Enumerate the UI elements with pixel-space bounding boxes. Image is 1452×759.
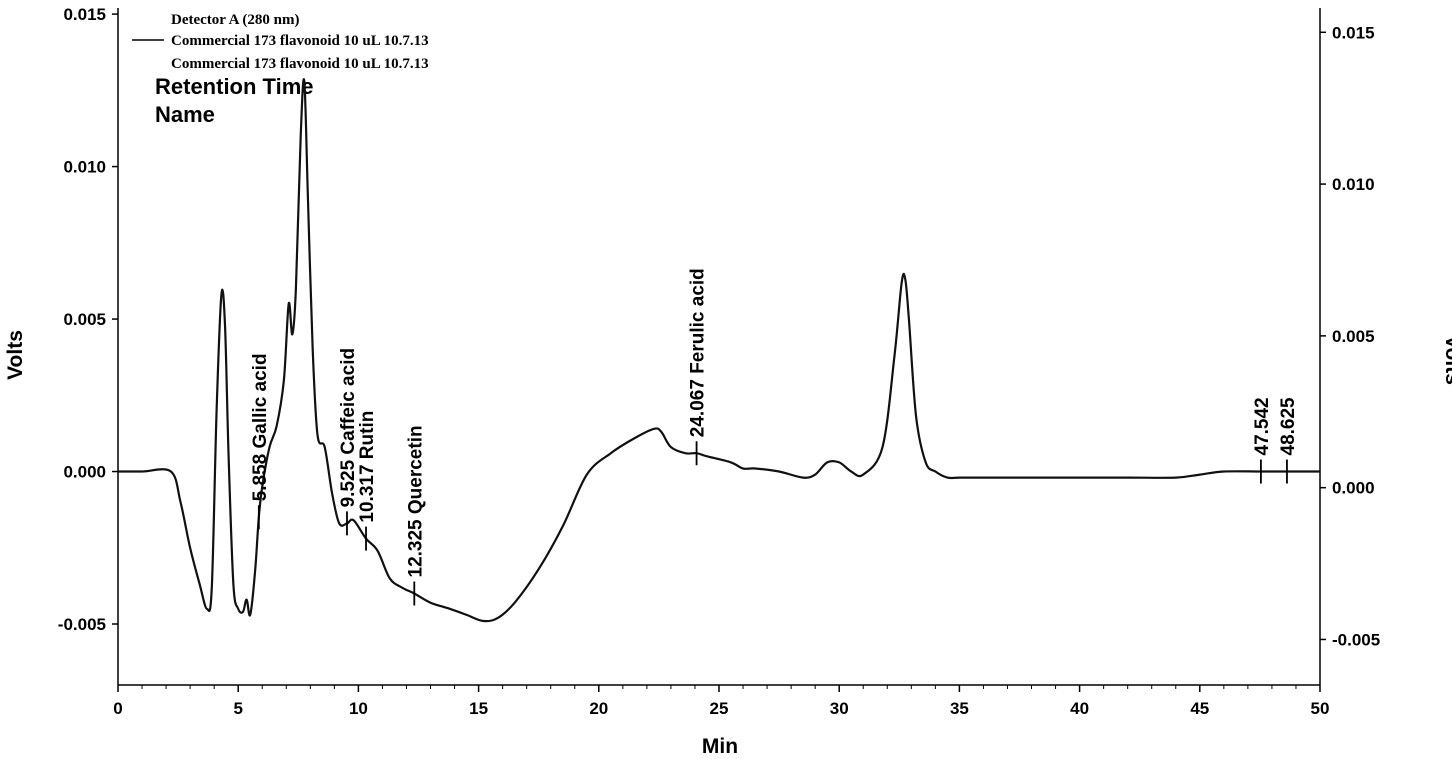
right-y-tick-label-2: 0.005 <box>1332 327 1375 346</box>
right-y-tick-label-3: 0.000 <box>1332 479 1375 498</box>
left-y-tick-label-4: -0.005 <box>58 615 106 634</box>
peak-label-2: 10.317 Rutin <box>357 411 378 523</box>
peak-label-5: 47.542 <box>1252 397 1273 455</box>
x-tick-label-3: 15 <box>469 699 488 718</box>
legend: Detector A (280 nm) Commercial 173 flavo… <box>132 12 429 127</box>
left-y-tick-label-3: 0.000 <box>63 463 106 482</box>
peak-label-header-retention-time: Retention Time <box>155 74 314 99</box>
series-line <box>117 78 1320 623</box>
x-tick-label-1: 5 <box>233 699 242 718</box>
right-y-axis-ticks: 0.015 0.010 0.005 0.000 -0.005 <box>1320 23 1380 649</box>
legend-header: Detector A (280 nm) <box>171 12 299 28</box>
peak-label-header-name: Name <box>155 102 215 127</box>
plot-frame <box>117 8 1321 686</box>
left-y-axis-ticks: 0.015 0.010 0.005 0.000 -0.005 <box>58 5 118 634</box>
x-tick-label-8: 40 <box>1070 699 1089 718</box>
peak-label-3: 12.325 Quercetin <box>405 425 426 577</box>
right-y-tick-label-4: -0.005 <box>1332 630 1380 649</box>
left-y-axis-label: Volts <box>4 330 27 380</box>
legend-entry-2: Commercial 173 flavonoid 10 uL 10.7.13 <box>171 56 429 72</box>
left-y-tick-label-1: 0.010 <box>63 158 106 177</box>
right-y-axis-label: Volts <box>1441 335 1452 385</box>
x-axis-label: Min <box>702 735 738 758</box>
peak-label-1: 9.525 Caffeic acid <box>338 348 359 507</box>
x-tick-label-2: 10 <box>349 699 368 718</box>
x-tick-label-4: 20 <box>589 699 608 718</box>
peak-annotations: 5.858 Gallic acid 9.525 Caffeic acid10.31… <box>250 268 1299 606</box>
x-tick-label-10: 50 <box>1311 699 1330 718</box>
x-tick-label-6: 30 <box>830 699 849 718</box>
left-y-tick-label-2: 0.005 <box>63 310 106 329</box>
x-tick-label-9: 45 <box>1190 699 1209 718</box>
x-tick-label-7: 35 <box>950 699 969 718</box>
x-tick-label-5: 25 <box>710 699 729 718</box>
legend-entry-1: Commercial 173 flavonoid 10 uL 10.7.13 <box>171 33 429 49</box>
peak-label-6: 48.625 <box>1278 397 1299 456</box>
right-y-tick-label-0: 0.015 <box>1332 23 1375 42</box>
x-axis-ticks: 0 5 10 15 20 25 30 35 40 45 50 <box>113 685 1329 718</box>
left-y-tick-label-0: 0.015 <box>63 5 106 24</box>
x-tick-label-0: 0 <box>113 699 122 718</box>
peak-label-0: 5.858 Gallic acid <box>250 353 271 501</box>
peak-label-4: 24.067 Ferulic acid <box>688 268 709 437</box>
right-y-tick-label-1: 0.010 <box>1332 175 1375 194</box>
